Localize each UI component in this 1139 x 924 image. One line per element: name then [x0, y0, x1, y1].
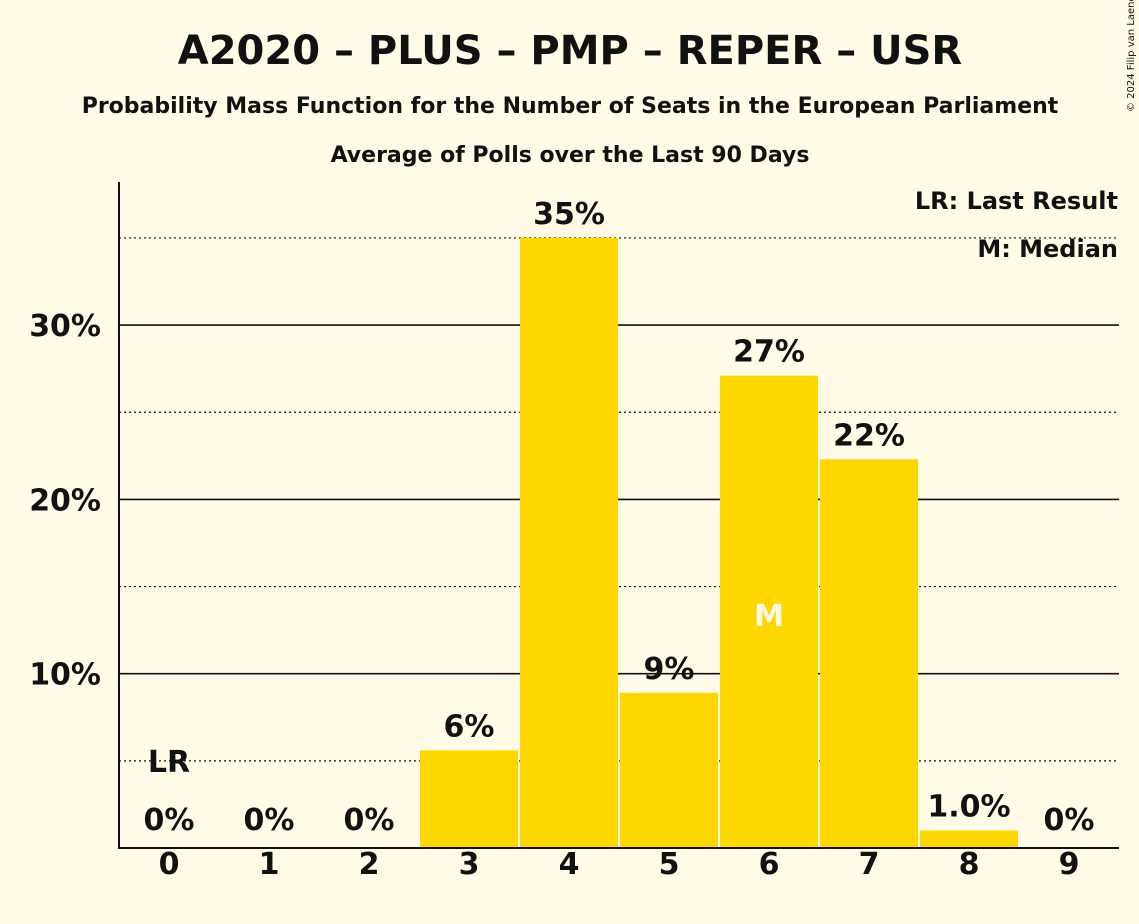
bar — [720, 375, 818, 848]
bar-value-label: 0% — [244, 803, 295, 838]
x-tick-label: 8 — [959, 847, 980, 882]
bar-value-label: 0% — [144, 803, 195, 838]
bar-value-label: 22% — [833, 418, 905, 453]
x-tick-label: 5 — [659, 847, 680, 882]
last-result-marker: LR — [148, 745, 190, 780]
bar-value-label: 0% — [344, 803, 395, 838]
x-tick-label: 0 — [159, 847, 180, 882]
legend-median: M: Median — [977, 235, 1118, 263]
bar-value-label: 0% — [1044, 803, 1095, 838]
legend-last-result: LR: Last Result — [915, 187, 1118, 215]
y-tick-label: 10% — [29, 658, 101, 693]
grid-layer — [119, 237, 1119, 762]
x-tick-label: 2 — [359, 847, 380, 882]
median-marker: M — [754, 599, 784, 634]
x-tick-label: 1 — [259, 847, 280, 882]
chart-subtitle: Probability Mass Function for the Number… — [82, 94, 1059, 119]
bar — [420, 750, 518, 848]
x-tick-label: 9 — [1059, 847, 1080, 882]
chart-subtitle-2: Average of Polls over the Last 90 Days — [331, 143, 810, 168]
y-tick-label: 20% — [29, 483, 101, 518]
bar-value-label: 1.0% — [927, 790, 1010, 825]
chart-title: A2020 – PLUS – PMP – REPER – USR — [178, 28, 962, 74]
copyright-notice: © 2024 Filip van Laenen — [1126, 0, 1137, 112]
bar — [820, 459, 918, 848]
bar-value-label: 6% — [444, 709, 495, 744]
x-tick-label: 6 — [759, 847, 780, 882]
label-layer: 10%20%30%0%00%10%26%335%49%527%622%71.0%… — [29, 197, 1094, 882]
bar-layer — [420, 237, 1018, 848]
bar — [920, 830, 1018, 848]
bar — [520, 237, 618, 848]
y-tick-label: 30% — [29, 309, 101, 344]
bar-value-label: 27% — [733, 335, 805, 370]
x-tick-label: 3 — [459, 847, 480, 882]
x-tick-label: 4 — [559, 847, 580, 882]
bar-value-label: 9% — [644, 652, 695, 687]
bar — [620, 692, 718, 848]
x-tick-label: 7 — [859, 847, 880, 882]
bar-value-label: 35% — [533, 197, 605, 232]
